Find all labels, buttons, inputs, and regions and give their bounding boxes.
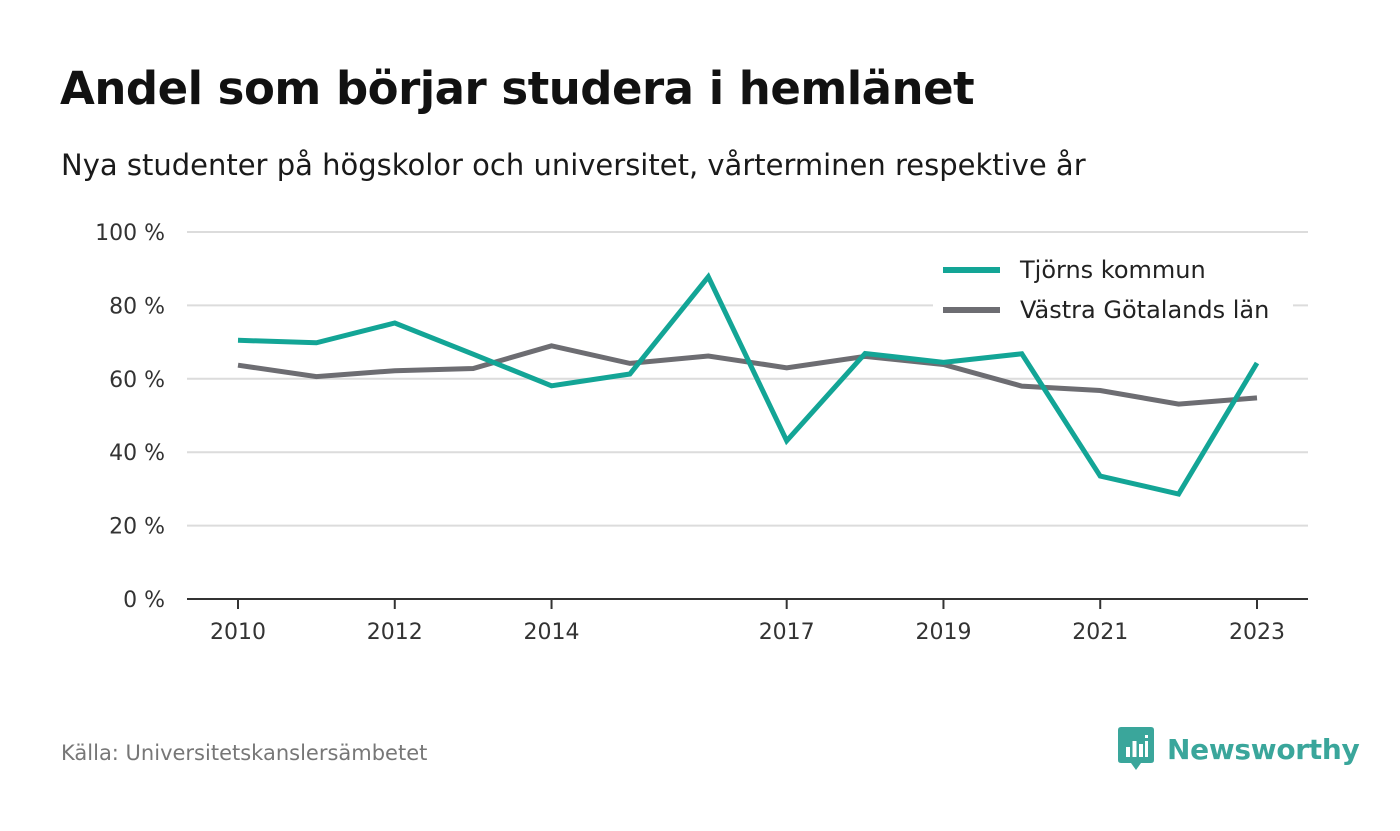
x-tick-label: 2014: [524, 620, 580, 645]
legend-label: Tjörns kommun: [1019, 256, 1206, 284]
x-tick-label: 2019: [915, 620, 971, 645]
bar-chart-speech-icon: [1118, 727, 1154, 770]
y-tick-label: 60 %: [109, 368, 165, 393]
legend-background: [933, 250, 1293, 335]
series-line: [237, 272, 1260, 497]
y-tick-label: 0 %: [123, 588, 165, 613]
x-tick-label: 2017: [759, 620, 815, 645]
y-tick-label: 80 %: [109, 294, 165, 319]
legend-label: Västra Götalands län: [1020, 296, 1269, 324]
x-tick-label: 2010: [210, 620, 266, 645]
source-note: Källa: Universitetskanslersämbetet: [61, 741, 428, 765]
y-tick-label: 40 %: [109, 441, 165, 466]
brand-name: Newsworthy: [1167, 732, 1360, 766]
chart-subtitle: Nya studenter på högskolor och universit…: [61, 148, 1086, 182]
y-tick-label: 100 %: [95, 221, 165, 246]
x-tick-label: 2021: [1072, 620, 1128, 645]
x-tick-label: 2023: [1229, 620, 1285, 645]
newsworthy-logo: Newsworthy: [1118, 727, 1360, 771]
chart-title: Andel som börjar studera i hemlänet: [60, 62, 975, 115]
line-chart: 0 % 20 % 40 % 60 % 80 % 100 % 2010 2012 2014 2017…: [95, 221, 1308, 645]
y-tick-label: 20 %: [109, 515, 165, 540]
x-tick-label: 2012: [367, 620, 423, 645]
